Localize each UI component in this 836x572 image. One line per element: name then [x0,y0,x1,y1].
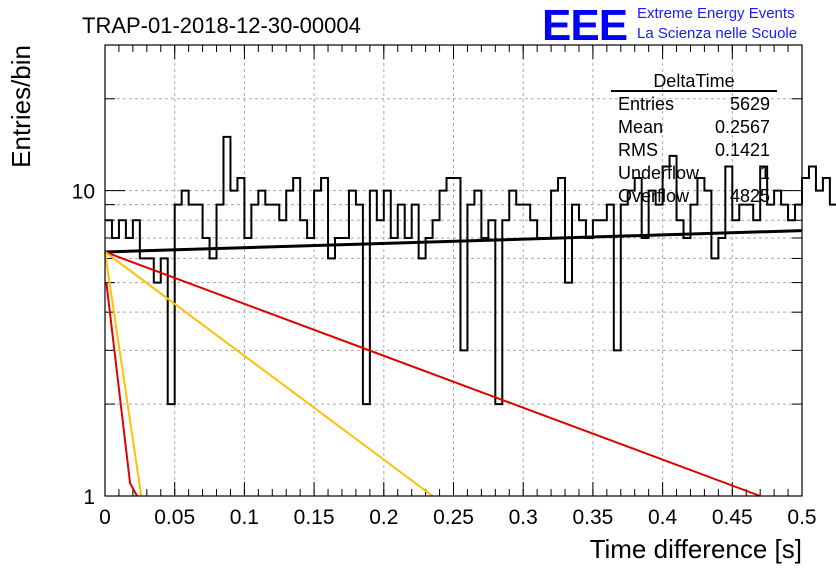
x-tick-label: 0.15 [294,506,335,529]
stats-row-value: 1 [760,163,770,183]
x-tick-label: 0.3 [509,506,538,529]
y-axis-title: Entries/bin [6,45,36,168]
x-tick-label: 0.35 [572,506,613,529]
stats-row-label: Mean [618,117,663,137]
chart-title: TRAP-01-2018-12-30-00004 [82,13,361,38]
x-tick-label: 0.4 [648,506,678,529]
histogram-outline [105,135,836,406]
fit-line-5 [104,251,143,497]
eee-logo: EEE Extreme Energy Events La Scienza nel… [542,1,797,50]
stats-row-label: Underflow [618,163,700,183]
y-tick-label: 1 [83,486,95,509]
y-tick-labels: 1 10 [72,181,95,509]
x-tick-label: 0.45 [712,506,753,529]
x-tick-label: 0 [99,506,111,529]
eee-logo-line1: Extreme Energy Events [637,5,795,22]
x-tick-label: 0.25 [433,506,474,529]
stats-box: DeltaTime Entries 5629 Mean 0.2567 RMS 0.1421… [611,71,777,206]
stats-row-value: 0.1421 [715,140,770,160]
x-tick-labels: 0 0.05 0.1 0.15 0.2 0.25 0.3 0.35 0.4 0.45 0.5 [99,506,816,529]
stats-row-value: 4825 [730,186,770,206]
stats-row-label: Entries [618,94,674,114]
x-tick-label: 0.1 [230,506,259,529]
x-tick-label: 0.2 [369,506,398,529]
fit-line-3 [104,251,434,497]
fit-lines [104,229,803,497]
stats-row-value: 5629 [730,94,770,114]
stats-row-value: 0.2567 [715,117,770,137]
stats-box-title: DeltaTime [653,71,734,91]
plot-area [105,45,802,496]
y-tick-label: 10 [72,181,95,204]
x-tick-label: 0.5 [787,506,816,529]
fit-line-4 [105,282,138,497]
histogram [105,135,836,406]
stats-row-label: RMS [618,140,658,160]
eee-logo-mark: EEE [542,1,627,50]
eee-logo-line2: La Scienza nelle Scuole [637,25,797,42]
fit-line-2 [104,251,761,497]
x-tick-label: 0.05 [154,506,195,529]
plot-frame [104,44,803,497]
stats-row-label: Overflow [618,186,690,206]
fit-line-1 [104,229,803,254]
x-axis-title: Time difference [s] [590,534,802,564]
